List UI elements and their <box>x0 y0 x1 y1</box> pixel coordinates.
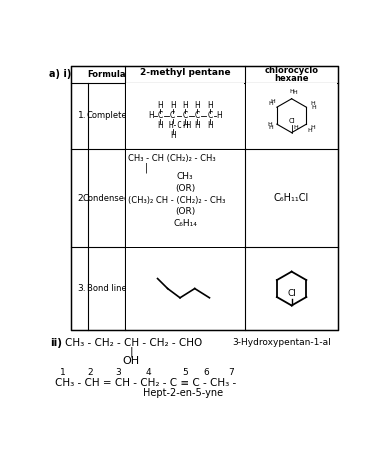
Text: 3-Hydroxypentan-1-al: 3-Hydroxypentan-1-al <box>232 338 331 347</box>
Bar <box>246 83 337 148</box>
Text: H: H <box>216 111 222 120</box>
Text: H: H <box>195 121 200 130</box>
Text: |: | <box>144 162 147 172</box>
Text: H-C-H: H-C-H <box>168 121 191 130</box>
Text: 1: 1 <box>60 368 66 377</box>
Text: 3.: 3. <box>78 284 86 293</box>
Text: H: H <box>268 125 273 130</box>
Text: H: H <box>311 104 316 110</box>
Text: CH₃ - CH₂ - CH - CH₂ - CHO: CH₃ - CH₂ - CH - CH₂ - CHO <box>65 338 202 348</box>
Text: H: H <box>157 101 163 110</box>
Text: CH₃: CH₃ <box>177 172 193 181</box>
Text: Condensed: Condensed <box>83 194 130 203</box>
Text: Bond line: Bond line <box>87 284 126 293</box>
Text: 3: 3 <box>115 368 121 377</box>
Text: H: H <box>207 101 213 110</box>
Text: (OR): (OR) <box>175 184 195 193</box>
Bar <box>126 83 244 148</box>
Text: C: C <box>158 111 163 120</box>
Text: H: H <box>293 90 297 95</box>
Text: Hept-2-en-5-yne: Hept-2-en-5-yne <box>143 388 223 398</box>
Text: H: H <box>170 101 176 110</box>
Text: H: H <box>289 89 294 94</box>
Text: C₆H₁₁Cl: C₆H₁₁Cl <box>274 193 309 203</box>
Text: C: C <box>170 111 175 120</box>
Text: CH₃ - CH = CH - CH₂ - C ≡ C - CH₃ -: CH₃ - CH = CH - CH₂ - C ≡ C - CH₃ - <box>55 378 236 388</box>
Text: Formula: Formula <box>87 70 126 78</box>
Text: H: H <box>310 101 315 106</box>
Text: H: H <box>182 121 188 130</box>
Text: chlorocyclo: chlorocyclo <box>264 66 318 75</box>
Text: Cl: Cl <box>288 118 295 124</box>
Text: 2.: 2. <box>78 194 86 203</box>
Text: C₆H₁₄: C₆H₁₄ <box>173 219 197 228</box>
Text: (CH₃)₂ CH - (CH₂)₂ - CH₃: (CH₃)₂ CH - (CH₂)₂ - CH₃ <box>128 196 225 205</box>
Bar <box>126 248 244 329</box>
Text: 5: 5 <box>182 368 188 377</box>
Text: CH₃ - CH (CH₂)₂ - CH₃: CH₃ - CH (CH₂)₂ - CH₃ <box>128 154 216 163</box>
Text: C: C <box>195 111 200 120</box>
Text: 2-methyl pentane: 2-methyl pentane <box>140 68 230 77</box>
Text: ii): ii) <box>51 338 63 348</box>
Text: C: C <box>207 111 212 120</box>
Text: H: H <box>207 121 213 130</box>
Text: 2: 2 <box>87 368 93 377</box>
Text: C: C <box>182 111 188 120</box>
Text: H: H <box>182 101 188 110</box>
Text: H: H <box>268 101 273 106</box>
Text: H: H <box>310 125 315 130</box>
Text: H: H <box>293 125 298 130</box>
Text: H: H <box>268 122 272 127</box>
Text: H: H <box>308 127 312 133</box>
Text: 4: 4 <box>146 368 151 377</box>
Bar <box>126 149 244 247</box>
Text: H: H <box>271 99 276 104</box>
Text: H: H <box>195 101 200 110</box>
Text: Complete: Complete <box>86 111 127 120</box>
Text: hexane: hexane <box>274 74 309 83</box>
Text: |: | <box>129 347 133 357</box>
Text: 6: 6 <box>204 368 209 377</box>
Text: H: H <box>170 131 176 140</box>
Text: 1.: 1. <box>78 111 86 120</box>
Text: a) i): a) i) <box>49 69 71 79</box>
Text: H: H <box>157 121 163 130</box>
Bar <box>71 66 338 330</box>
Text: OH: OH <box>123 355 140 366</box>
Text: 7: 7 <box>228 368 234 377</box>
Text: Cl: Cl <box>287 290 296 298</box>
Text: (OR): (OR) <box>175 207 195 217</box>
Text: H: H <box>148 111 154 120</box>
